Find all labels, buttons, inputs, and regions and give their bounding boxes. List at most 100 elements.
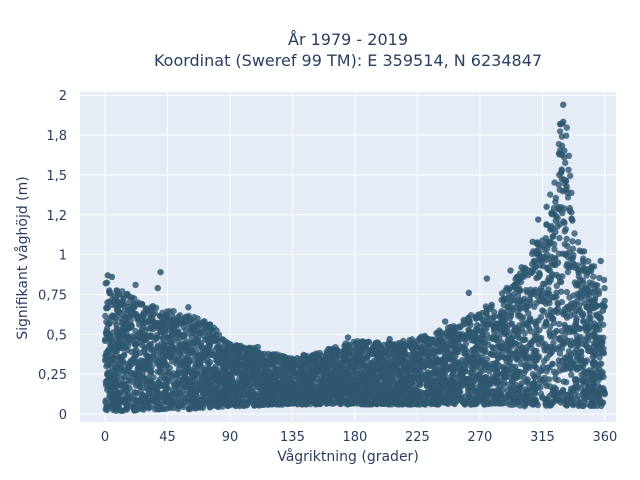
data-point-3703 bbox=[513, 325, 520, 332]
data-point-4975 bbox=[561, 228, 568, 235]
data-point-2903 bbox=[573, 376, 580, 383]
data-point-3980 bbox=[208, 351, 216, 359]
data-point-4930 bbox=[123, 381, 130, 388]
data-point-3662 bbox=[389, 365, 396, 372]
data-point-4924 bbox=[531, 390, 539, 397]
data-point-3331 bbox=[553, 327, 560, 335]
data-point-4472 bbox=[439, 339, 447, 346]
data-point-4659 bbox=[421, 334, 428, 341]
data-point-4785 bbox=[148, 318, 156, 325]
data-point-4900 bbox=[482, 349, 489, 356]
data-point-4097 bbox=[543, 264, 551, 272]
data-point-3751 bbox=[596, 354, 603, 361]
data-point-4786 bbox=[174, 321, 181, 328]
data-point-4660 bbox=[445, 331, 452, 338]
data-point-2713 bbox=[567, 342, 575, 349]
data-point-4813 bbox=[154, 320, 161, 327]
data-point-4534 bbox=[117, 389, 124, 396]
data-point-4916 bbox=[198, 381, 205, 389]
data-point-4542 bbox=[536, 272, 543, 279]
data-point-3374 bbox=[118, 358, 125, 365]
data-point-4368 bbox=[226, 348, 233, 356]
data-point-4546 bbox=[239, 368, 246, 376]
data-point-4430 bbox=[515, 277, 522, 284]
data-point-3569 bbox=[557, 334, 564, 341]
data-point-4147 bbox=[521, 402, 528, 410]
data-point-4601 bbox=[366, 371, 373, 378]
data-point-4880 bbox=[368, 400, 375, 407]
data-point-3573 bbox=[148, 363, 155, 371]
data-point-4958 bbox=[332, 363, 340, 371]
data-point-4742 bbox=[118, 301, 125, 308]
data-point-4869 bbox=[575, 302, 583, 309]
data-point-4191 bbox=[499, 370, 507, 378]
data-point-1239 bbox=[552, 375, 559, 382]
data-point-3348 bbox=[580, 255, 587, 262]
data-point-4630 bbox=[422, 350, 430, 357]
data-point-4747 bbox=[327, 360, 335, 367]
data-point-4866 bbox=[183, 395, 190, 402]
data-point-4616 bbox=[375, 341, 382, 348]
data-point-4498 bbox=[235, 389, 242, 396]
data-point-4416 bbox=[473, 384, 481, 391]
data-point-3370 bbox=[449, 368, 456, 375]
data-point-4579 bbox=[118, 319, 125, 326]
data-point-2522 bbox=[551, 246, 558, 253]
data-point-4624 bbox=[555, 273, 562, 280]
data-point-2354 bbox=[552, 228, 559, 236]
data-point-2974 bbox=[568, 371, 575, 378]
data-point-4233 bbox=[552, 217, 559, 224]
data-point-4573 bbox=[159, 344, 166, 351]
data-point-4899 bbox=[327, 375, 334, 382]
data-point-1879 bbox=[563, 235, 570, 243]
data-point-4860 bbox=[307, 397, 314, 405]
data-point-4955 bbox=[148, 381, 155, 388]
data-point-2218 bbox=[551, 179, 558, 186]
data-point-4847 bbox=[132, 301, 139, 308]
data-point-4840 bbox=[485, 363, 493, 371]
data-point-4779 bbox=[513, 368, 520, 375]
data-point-4939 bbox=[289, 395, 297, 402]
data-point-4653 bbox=[265, 368, 273, 376]
data-point-4334 bbox=[542, 319, 550, 326]
data-point-4474 bbox=[492, 336, 500, 344]
data-point-4967 bbox=[480, 378, 488, 385]
data-point-2513 bbox=[365, 338, 372, 346]
data-point-4741 bbox=[535, 317, 542, 324]
data-point-4936 bbox=[475, 353, 482, 361]
data-point-4932 bbox=[329, 379, 337, 387]
data-point-4132 bbox=[556, 350, 564, 357]
data-point-4849 bbox=[163, 362, 170, 370]
data-point-3146 bbox=[546, 351, 553, 358]
data-point-4808 bbox=[561, 147, 568, 154]
data-point-4973 bbox=[292, 381, 300, 389]
data-point-4327 bbox=[352, 389, 359, 397]
data-point-4698 bbox=[130, 370, 138, 377]
data-points bbox=[101, 101, 608, 414]
data-point-4260 bbox=[597, 314, 605, 322]
data-point-2995 bbox=[524, 376, 531, 383]
data-point-4365 bbox=[111, 346, 118, 353]
data-point-4918 bbox=[192, 348, 200, 355]
data-point-3863 bbox=[593, 303, 601, 310]
data-point-2937 bbox=[562, 323, 569, 331]
data-point-4522 bbox=[493, 352, 500, 359]
data-point-4564 bbox=[104, 320, 112, 328]
data-point-4173 bbox=[219, 403, 226, 410]
data-point-4179 bbox=[563, 262, 570, 270]
data-point-4090 bbox=[419, 343, 426, 350]
data-point-4021 bbox=[556, 320, 563, 328]
data-point-4833 bbox=[500, 310, 508, 317]
data-point-1502 bbox=[565, 166, 572, 173]
data-point-4784 bbox=[448, 378, 455, 385]
data-point-4343 bbox=[276, 366, 283, 374]
data-point-4353 bbox=[586, 347, 593, 355]
data-point-4706 bbox=[525, 267, 532, 274]
data-point-4592 bbox=[197, 329, 205, 336]
data-point-4905 bbox=[314, 368, 321, 376]
data-point-3718 bbox=[600, 276, 608, 284]
data-point-4886 bbox=[384, 383, 391, 390]
data-point-3011 bbox=[578, 287, 585, 294]
data-point-4043 bbox=[555, 357, 562, 364]
